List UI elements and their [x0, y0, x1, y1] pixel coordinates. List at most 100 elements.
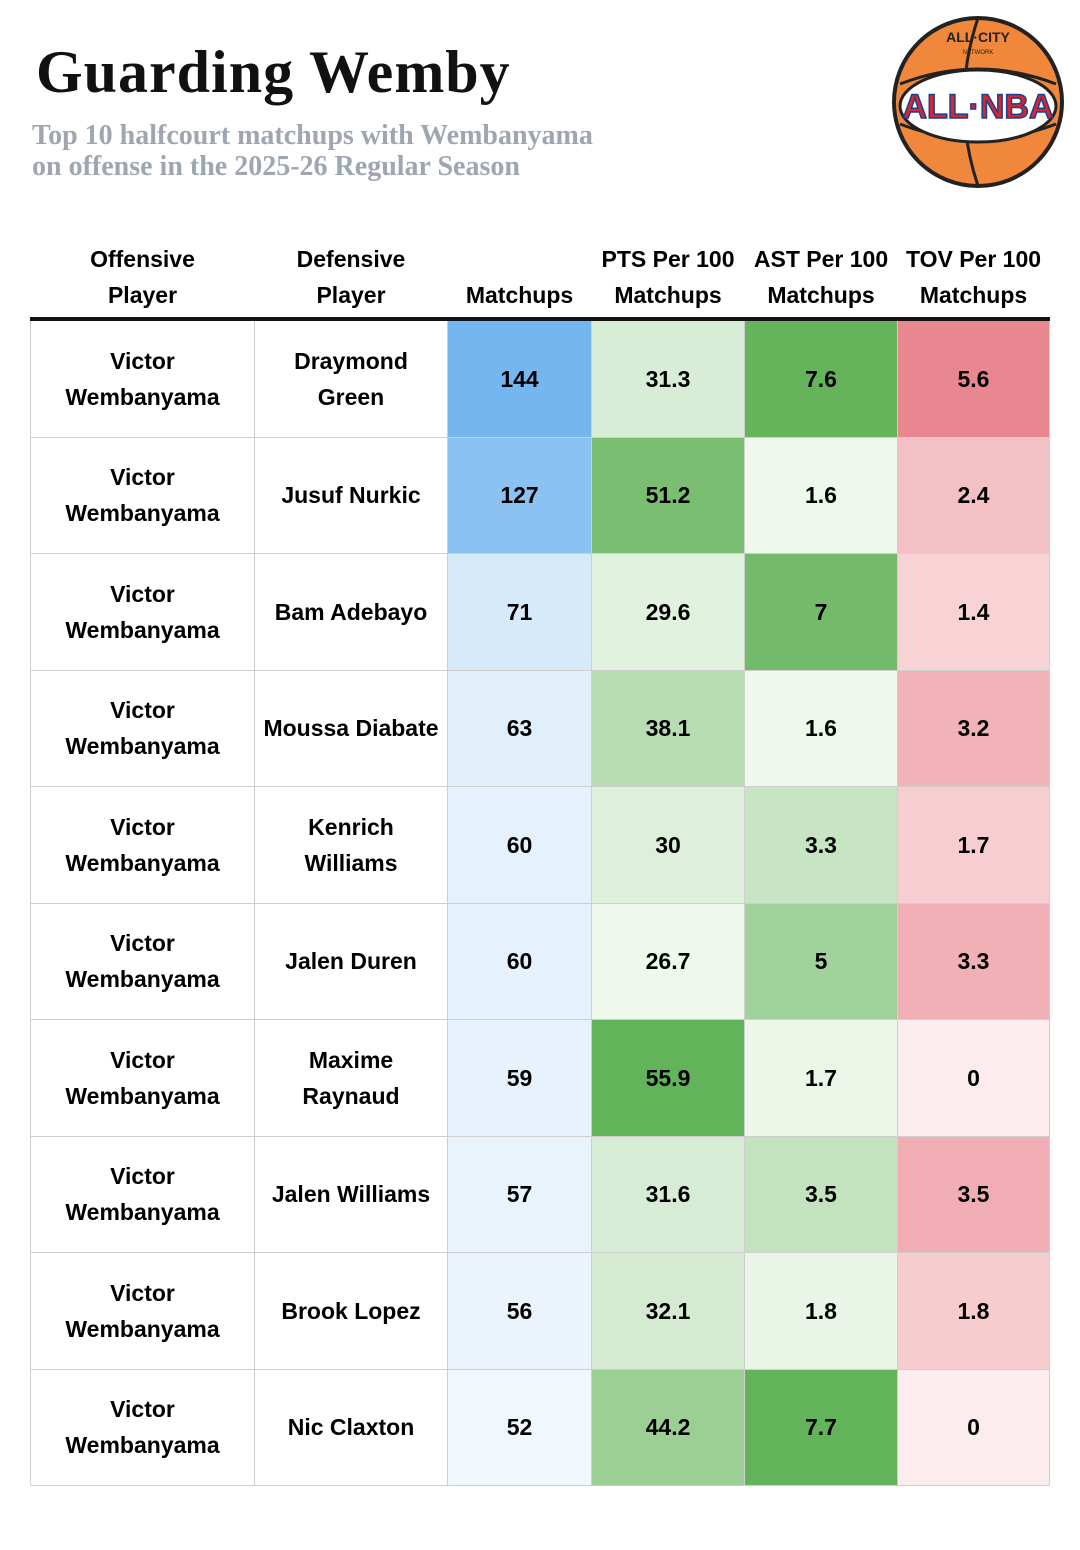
column-header: Defensive Player — [254, 232, 448, 321]
table-row: Victor Wembanyama Jusuf Nurkic 127 51.2 1.6 2… — [30, 436, 1050, 554]
table-cell: Victor Wembanyama — [30, 1019, 255, 1137]
table-row: Victor Wembanyama Nic Claxton 52 44.2 7.7 0 — [30, 1368, 1050, 1486]
table-cell: 1.6 — [744, 669, 898, 787]
header-line: PTS Per 100 — [601, 246, 735, 272]
table-cell: 31.6 — [591, 1135, 745, 1253]
stat-value: 52 — [506, 1414, 533, 1441]
table-cell: 3.5 — [897, 1135, 1050, 1253]
table-cell: 2.4 — [897, 436, 1050, 554]
player-name: Victor Wembanyama — [65, 464, 220, 527]
table-cell: Victor Wembanyama — [30, 1368, 255, 1486]
table-cell: Victor Wembanyama — [30, 436, 255, 554]
table-cell: 60 — [447, 786, 592, 904]
table-row: Victor Wembanyama Moussa Diabate 63 38.1 1.6… — [30, 669, 1050, 787]
table-cell: Bam Adebayo — [254, 553, 448, 671]
table-cell: 0 — [897, 1019, 1050, 1137]
player-name: Jusuf Nurkic — [281, 482, 421, 509]
table-cell: Moussa Diabate — [254, 669, 448, 787]
stat-value: 44.2 — [645, 1414, 691, 1441]
header-line: Matchups — [919, 282, 1028, 308]
table-row: Victor Wembanyama Jalen Williams 57 31.6 3.5… — [30, 1135, 1050, 1253]
stat-value: 144 — [500, 365, 539, 392]
stat-value: 60 — [506, 831, 533, 858]
table-cell: 51.2 — [591, 436, 745, 554]
stat-value: 31.3 — [645, 365, 691, 392]
table-cell: Jalen Williams — [254, 1135, 448, 1253]
stat-value: 5.6 — [957, 365, 990, 392]
stat-value: 3.5 — [805, 1181, 837, 1208]
stat-value: 60 — [506, 948, 533, 975]
table-cell: Draymond Green — [254, 318, 448, 438]
player-name: Jalen Duren — [285, 948, 417, 975]
column-header: Offensive Player — [30, 232, 255, 321]
player-name: Victor Wembanyama — [65, 580, 220, 643]
table-cell: 44.2 — [591, 1368, 745, 1486]
player-name: Victor Wembanyama — [65, 930, 220, 993]
header-line: TOV Per 100 — [905, 246, 1042, 272]
stat-value: 71 — [506, 598, 533, 625]
table-cell: 0 — [897, 1368, 1050, 1486]
table-cell: 32.1 — [591, 1252, 745, 1370]
header-line: Matchups — [465, 282, 574, 308]
header-line: Matchups — [614, 282, 722, 308]
stat-value: 3.3 — [805, 831, 837, 858]
stat-value: 31.6 — [645, 1181, 691, 1208]
header-line: Matchups — [767, 282, 875, 308]
stat-value: 63 — [506, 715, 533, 742]
table-cell: 26.7 — [591, 902, 745, 1020]
stat-value: 57 — [506, 1181, 533, 1208]
table-cell: 3.3 — [897, 902, 1050, 1020]
stat-value: 26.7 — [645, 948, 691, 975]
table-body: Victor Wembanyama Draymond Green 144 31.3 7.… — [30, 318, 1050, 1486]
table-cell: 63 — [447, 669, 592, 787]
stat-value: 56 — [506, 1297, 533, 1324]
stat-value: 59 — [506, 1064, 533, 1091]
table-row: Victor Wembanyama Bam Adebayo 71 29.6 7 1.4 — [30, 553, 1050, 671]
table-cell: 7.7 — [744, 1368, 898, 1486]
table-cell: 55.9 — [591, 1019, 745, 1137]
table-cell: Jusuf Nurkic — [254, 436, 448, 554]
table-cell: Victor Wembanyama — [30, 1252, 255, 1370]
table-cell: 1.8 — [744, 1252, 898, 1370]
stat-value: 38.1 — [645, 715, 691, 742]
table-row: Victor Wembanyama Jalen Duren 60 26.7 5 3.3 — [30, 902, 1050, 1020]
logo: ALL·CITY NETWORK ALL·NBA — [892, 16, 1064, 188]
stat-value: 29.6 — [645, 598, 691, 625]
column-header: TOV Per 100 Matchups — [897, 232, 1050, 321]
subtitle-line: Top 10 halfcourt matchups with Wembanyam… — [32, 120, 593, 151]
player-name: Victor Wembanyama — [65, 1046, 220, 1109]
table-cell: Victor Wembanyama — [30, 318, 255, 438]
stat-value: 1.7 — [957, 831, 990, 858]
stat-value: 32.1 — [645, 1297, 691, 1324]
stat-value: 3.3 — [957, 948, 990, 975]
subtitle-line: on offense in the 2025-26 Regular Season — [32, 151, 520, 182]
stat-value: 1.7 — [805, 1064, 837, 1091]
logo-small: NETWORK — [963, 50, 994, 56]
stat-value: 7 — [814, 598, 828, 625]
stat-value: 51.2 — [645, 482, 691, 509]
table-row: Victor Wembanyama Kenrich Williams 60 30 3.3… — [30, 786, 1050, 904]
stat-value: 2.4 — [957, 482, 990, 509]
table-cell: 59 — [447, 1019, 592, 1137]
logo-main: ALL·NBA — [902, 88, 1053, 126]
column-header: AST Per 100 Matchups — [744, 232, 898, 321]
table-cell: 5.6 — [897, 318, 1050, 438]
table-cell: 60 — [447, 902, 592, 1020]
table-cell: Victor Wembanyama — [30, 902, 255, 1020]
table-cell: 1.6 — [744, 436, 898, 554]
table-cell: 127 — [447, 436, 592, 554]
stat-value: 3.5 — [957, 1181, 990, 1208]
stat-value: 1.8 — [957, 1297, 990, 1324]
header-line: Offensive — [90, 246, 195, 272]
stat-value: 7.7 — [805, 1414, 837, 1441]
player-name: Nic Claxton — [287, 1414, 415, 1441]
table-cell: 30 — [591, 786, 745, 904]
table-row: Victor Wembanyama Brook Lopez 56 32.1 1.8 1.8 — [30, 1252, 1050, 1370]
player-name: Victor Wembanyama — [65, 813, 220, 876]
stat-value: 1.6 — [805, 715, 837, 742]
column-header: Matchups — [447, 232, 592, 321]
table-cell: Kenrich Williams — [254, 786, 448, 904]
header-line: AST Per 100 — [753, 246, 889, 272]
subtitle: Top 10 halfcourt matchups with Wembanyam… — [32, 120, 593, 182]
header-line: Player — [107, 282, 178, 308]
